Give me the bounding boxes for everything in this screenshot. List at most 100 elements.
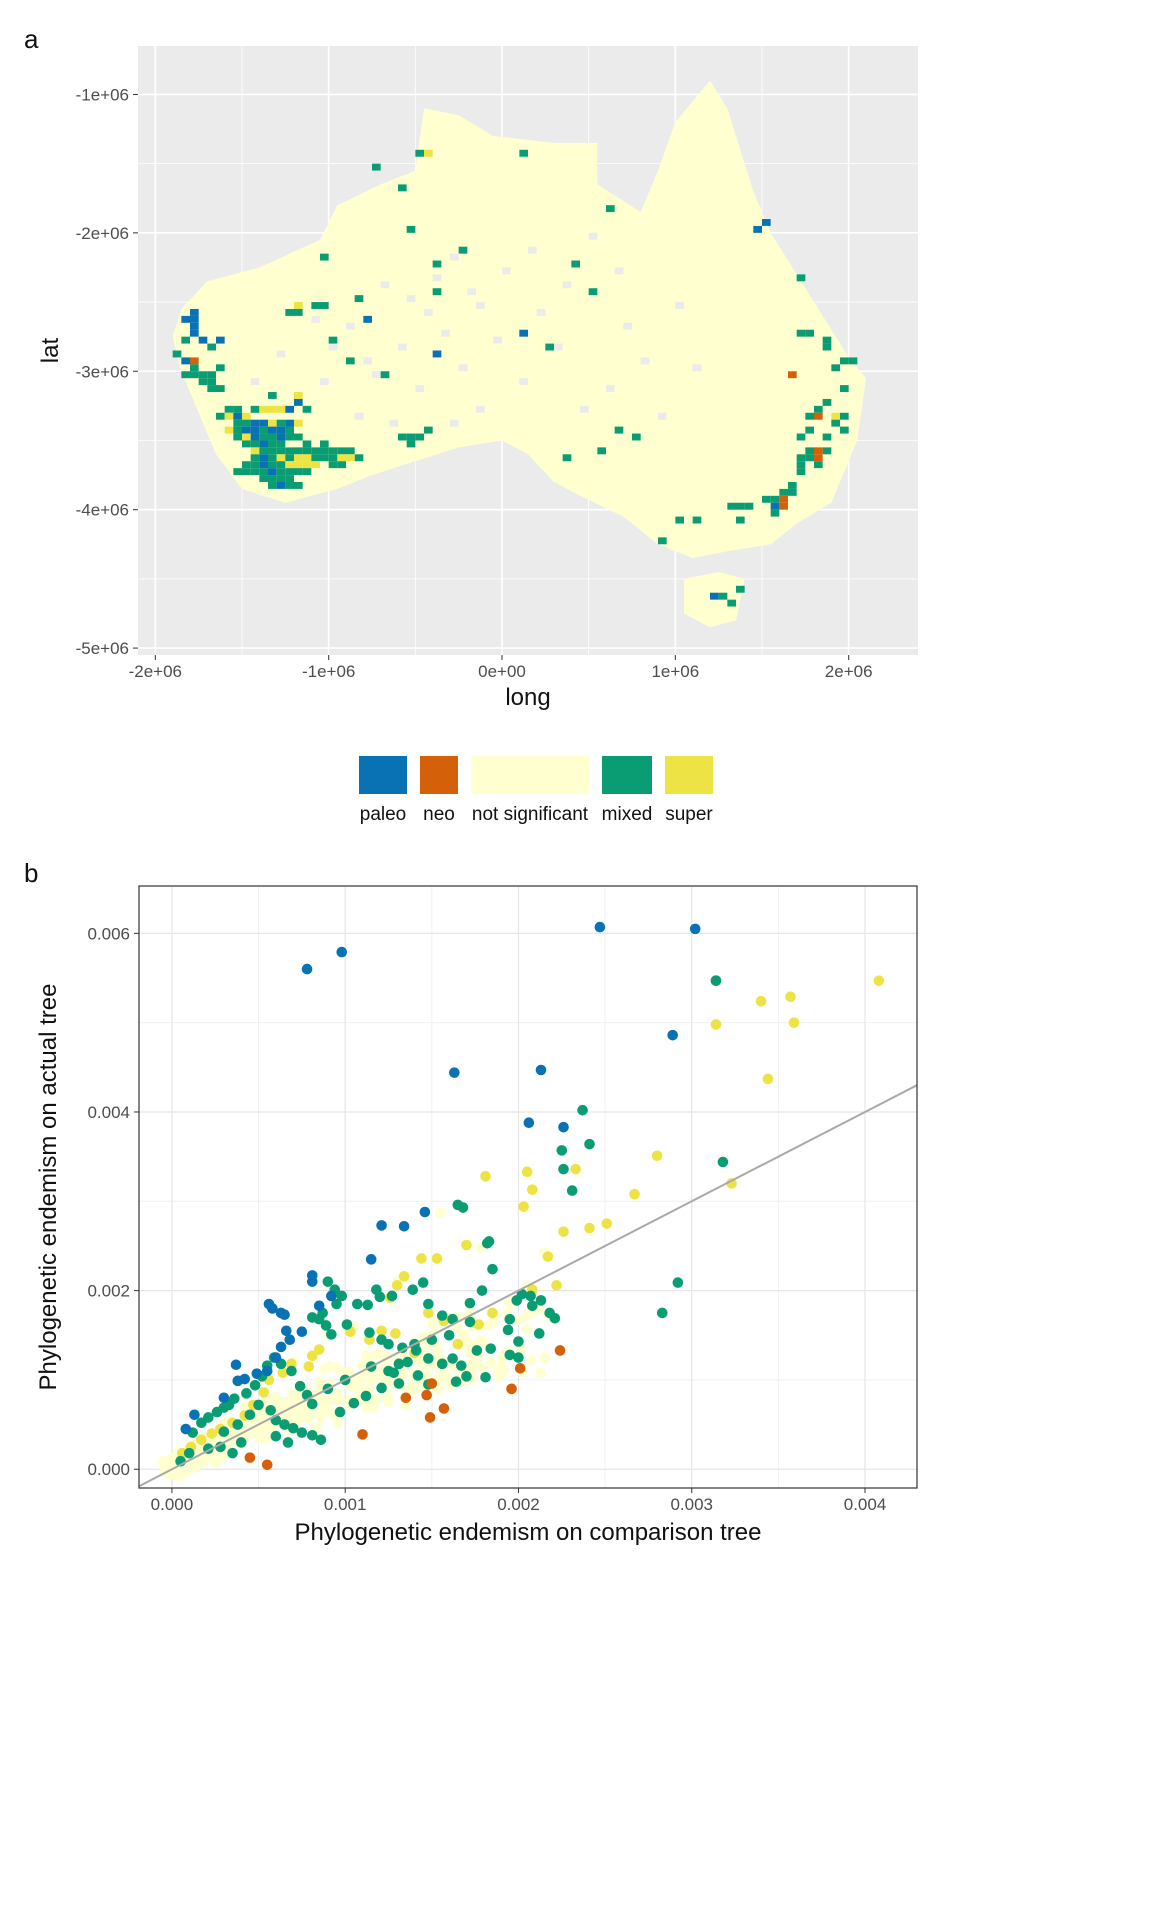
map-no-data-cell xyxy=(692,364,702,372)
map-cell-mixed xyxy=(233,426,242,434)
scatter-point-super xyxy=(710,1019,722,1030)
scatter-point-mixed xyxy=(436,1310,448,1321)
scatter-point-neo xyxy=(244,1452,256,1463)
scatter-point-mixed xyxy=(407,1284,419,1296)
scatter-point-not-significant xyxy=(298,1409,310,1421)
map-no-data-cell xyxy=(476,302,485,309)
map-cell-mixed xyxy=(250,461,260,469)
scatter-point-paleo xyxy=(261,1365,273,1377)
scatter-point-paleo xyxy=(275,1341,287,1353)
map-y-tick-label: -5e+06 xyxy=(76,639,129,658)
scatter-point-not-significant xyxy=(374,1347,386,1359)
map-no-data-cell xyxy=(346,322,355,330)
scatter-point-not-significant xyxy=(383,1394,394,1405)
map-no-data-cell xyxy=(675,302,684,309)
map-cell-mixed xyxy=(250,468,260,476)
map-cell-mixed xyxy=(406,440,416,448)
map-cell-mixed xyxy=(242,468,251,476)
map-no-data-cell xyxy=(562,281,572,289)
scatter-point-mixed xyxy=(331,1298,342,1310)
scatter-point-super xyxy=(542,1251,554,1262)
map-no-data-cell xyxy=(354,412,364,420)
legend-key-mixed xyxy=(602,756,652,794)
map-no-data-cell xyxy=(640,357,650,365)
scatter-point-mixed xyxy=(412,1370,424,1381)
scatter-point-not-significant xyxy=(535,1367,546,1379)
scatter-point-mixed xyxy=(527,1300,538,1312)
map-cell-mixed xyxy=(848,357,858,365)
scatter-point-neo xyxy=(424,1412,436,1423)
map-cell-mixed xyxy=(796,461,806,469)
map-cell-mixed xyxy=(233,405,242,413)
map-cell-mixed xyxy=(736,585,745,593)
map-cell-mixed xyxy=(302,447,312,455)
scatter-point-mixed xyxy=(235,1437,247,1448)
map-cell-paleo xyxy=(285,419,294,427)
map-cell-mixed xyxy=(207,343,216,351)
map-cell-mixed xyxy=(831,419,840,427)
scatter-point-mixed xyxy=(656,1307,668,1319)
map-no-data-cell xyxy=(380,281,390,289)
mainland-not-significant-area xyxy=(172,80,866,559)
scatter-point-mixed xyxy=(336,1290,348,1302)
map-cell-super xyxy=(276,405,286,413)
scatter-point-mixed xyxy=(362,1299,374,1311)
map-no-data-cell xyxy=(328,343,338,351)
scatter-point-super xyxy=(518,1201,529,1212)
map-cell-mixed xyxy=(822,447,832,455)
map-legend: paleo neo not significant mixed super xyxy=(359,756,713,825)
map-y-tick-label: -1e+06 xyxy=(76,85,129,104)
scatter-point-mixed xyxy=(306,1430,318,1441)
scatter-point-mixed xyxy=(286,1365,297,1377)
scatter-point-neo xyxy=(506,1383,517,1395)
scatter-point-paleo xyxy=(535,1064,547,1076)
map-cell-mixed xyxy=(242,419,251,427)
map-cell-neo xyxy=(814,412,823,420)
scatter-point-paleo xyxy=(558,1121,569,1133)
scatter-point-paleo xyxy=(326,1290,337,1302)
scatter-point-mixed xyxy=(504,1349,516,1361)
scatter-point-mixed xyxy=(313,1313,325,1325)
scatter-point-super xyxy=(398,1271,410,1282)
map-cell-mixed xyxy=(337,447,346,455)
map-cell-paleo xyxy=(198,336,208,344)
scatter-point-super xyxy=(258,1387,270,1398)
map-no-data-cell xyxy=(320,378,329,386)
map-cell-paleo xyxy=(190,315,199,323)
scatter-point-paleo xyxy=(689,923,701,935)
scatter-point-super xyxy=(521,1166,533,1178)
scatter-point-mixed xyxy=(464,1297,476,1309)
scatter-point-mixed xyxy=(710,975,722,986)
map-no-data-cell xyxy=(502,267,511,275)
scatter-point-super xyxy=(584,1222,595,1234)
map-no-data-cell xyxy=(372,371,381,379)
map-cell-mixed xyxy=(216,385,225,393)
map-cell-super xyxy=(259,405,268,413)
scatter-point-mixed xyxy=(485,1343,497,1354)
scatter-point-paleo xyxy=(594,921,606,933)
scatter-point-super xyxy=(873,975,885,986)
map-cell-mixed xyxy=(458,246,468,254)
scatter-point-mixed xyxy=(183,1447,195,1459)
map-cell-paleo xyxy=(363,315,372,323)
map-no-data-cell xyxy=(432,274,442,282)
map-no-data-cell xyxy=(623,322,632,330)
scatter-point-mixed xyxy=(322,1276,334,1287)
scatter-point-not-significant xyxy=(435,1370,447,1381)
map-cell-mixed xyxy=(268,392,277,399)
scatter-point-mixed xyxy=(282,1437,294,1448)
map-cell-mixed xyxy=(311,302,320,309)
map-cell-mixed xyxy=(285,426,294,434)
legend-key-paleo xyxy=(359,756,407,794)
scatter-point-not-significant xyxy=(331,1388,343,1399)
scatter-point-not-significant xyxy=(343,1366,355,1378)
map-cell-mixed xyxy=(840,426,849,434)
identity-reference-line xyxy=(138,1084,918,1488)
map-no-data-cell xyxy=(450,419,459,427)
map-cell-mixed xyxy=(779,488,788,496)
scatter-point-paleo xyxy=(449,1067,460,1078)
scatter-point-mixed xyxy=(447,1313,458,1325)
scatter-point-mixed xyxy=(241,1388,252,1399)
scatter-point-mixed xyxy=(558,1163,569,1175)
scatter-y-axis-title: Phylogenetic endemism on actual tree xyxy=(35,984,62,1391)
